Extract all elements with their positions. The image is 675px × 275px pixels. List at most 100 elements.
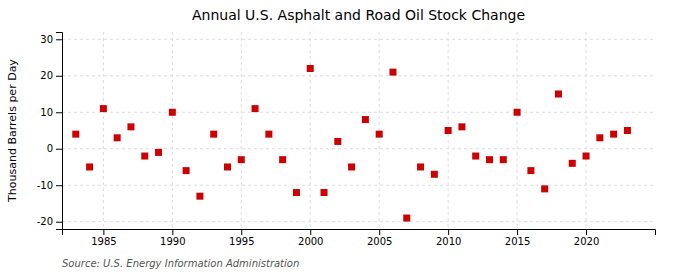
- tick: 1990: [160, 229, 185, 247]
- tick: 2005: [367, 229, 392, 247]
- tick-mark: [310, 229, 311, 235]
- point: [100, 105, 107, 112]
- tick: 2020: [574, 229, 599, 247]
- points: [72, 65, 631, 222]
- point: [334, 138, 341, 145]
- tick-label: 20: [40, 70, 53, 81]
- grid: [62, 32, 655, 229]
- point: [624, 127, 631, 134]
- grid-line-y: [62, 185, 655, 186]
- point: [265, 131, 272, 138]
- tick-mark: [172, 229, 173, 235]
- point: [472, 153, 479, 160]
- point: [293, 189, 300, 196]
- point: [486, 156, 493, 163]
- point: [224, 163, 231, 170]
- point: [196, 193, 203, 200]
- tick-mark: [56, 76, 62, 77]
- point: [458, 123, 465, 130]
- point: [307, 65, 314, 72]
- tick-mark: [103, 229, 104, 235]
- tick-label: 30: [40, 34, 53, 45]
- grid-line-x: [172, 32, 173, 229]
- point: [583, 153, 590, 160]
- tick-mark: [241, 229, 242, 235]
- axis-line: [56, 33, 63, 230]
- point: [183, 167, 190, 174]
- grid-line-x: [241, 32, 242, 229]
- point: [72, 131, 79, 138]
- grid-line-x: [103, 32, 104, 229]
- tick: -20: [37, 216, 62, 227]
- source: Source: U.S. Energy Information Administ…: [62, 258, 299, 269]
- grid-line-y: [62, 75, 655, 76]
- tick-label: 2020: [574, 236, 599, 247]
- point: [141, 153, 148, 160]
- tick-label: 2015: [505, 236, 530, 247]
- point: [348, 163, 355, 170]
- chart: 19851990199520002005201020152020-20-1001…: [0, 0, 675, 275]
- tick-mark: [56, 222, 62, 223]
- y-axis: -20 -10 0 10 20 30: [37, 33, 63, 230]
- tick-label: 1995: [229, 236, 254, 247]
- tick: 20: [40, 70, 62, 81]
- tick: -10: [37, 180, 62, 191]
- tick: 2000: [298, 229, 323, 247]
- axis-line: [63, 230, 656, 236]
- point: [569, 160, 576, 167]
- point: [238, 156, 245, 163]
- grid-line-x: [517, 32, 518, 229]
- point: [362, 116, 369, 123]
- tick-label: 10: [40, 107, 53, 118]
- plot: 19851990199520002005201020152020-20-1001…: [37, 32, 656, 247]
- point: [403, 215, 410, 222]
- x-axis: 1985 1990 1995 2000 2005 2010 2015 2020: [63, 229, 656, 247]
- tick-mark: [448, 229, 449, 235]
- point: [596, 134, 603, 141]
- point: [169, 109, 176, 116]
- grid-line-y: [62, 112, 655, 113]
- tick-mark: [56, 112, 62, 113]
- point: [86, 163, 93, 170]
- point: [431, 171, 438, 178]
- point: [210, 131, 217, 138]
- tick-label: -10: [37, 180, 53, 191]
- point: [417, 163, 424, 170]
- tick-label: 1990: [160, 236, 185, 247]
- tick-mark: [56, 149, 62, 150]
- grid-line-y: [62, 39, 655, 40]
- tick-mark: [379, 229, 380, 235]
- tick: 10: [40, 107, 62, 118]
- tick: 1995: [229, 229, 254, 247]
- grid-line-y: [62, 221, 655, 222]
- point: [114, 134, 121, 141]
- tick-label: 2005: [367, 236, 392, 247]
- tick-label: 1985: [91, 236, 116, 247]
- tick: 0: [47, 143, 62, 154]
- point: [252, 105, 259, 112]
- title: Annual U.S. Asphalt and Road Oil Stock C…: [192, 7, 525, 23]
- point: [610, 131, 617, 138]
- point: [555, 91, 562, 98]
- point: [500, 156, 507, 163]
- point: [527, 167, 534, 174]
- point: [445, 127, 452, 134]
- tick-label: -20: [37, 216, 53, 227]
- tick: 2015: [505, 229, 530, 247]
- point: [376, 131, 383, 138]
- tick-mark: [56, 185, 62, 186]
- point: [155, 149, 162, 156]
- point: [321, 189, 328, 196]
- tick-mark: [56, 39, 62, 40]
- point: [514, 109, 521, 116]
- tick: 1985: [91, 229, 116, 247]
- point: [127, 123, 134, 130]
- point: [541, 185, 548, 192]
- grid-line-x: [586, 32, 587, 229]
- tick-label: 2010: [436, 236, 461, 247]
- point: [389, 69, 396, 76]
- grid-line-x: [310, 32, 311, 229]
- tick: 2010: [436, 229, 461, 247]
- tick-mark: [517, 229, 518, 235]
- tick: 30: [40, 34, 62, 45]
